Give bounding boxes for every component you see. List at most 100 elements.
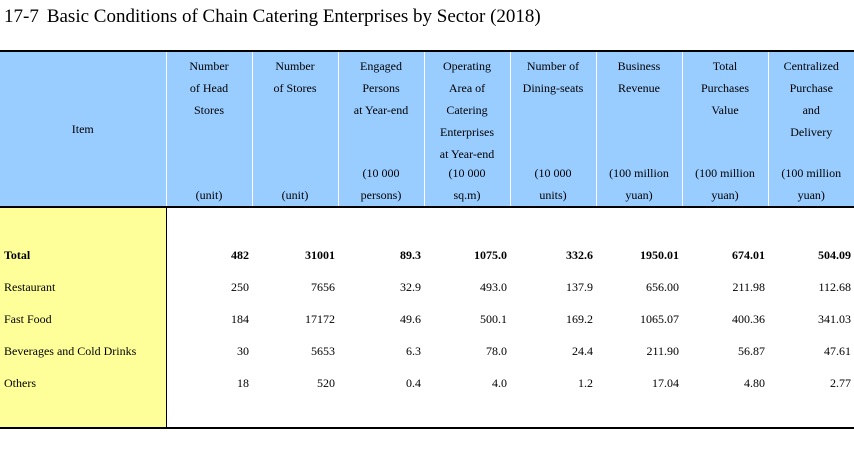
column-unit-line: (unit) (195, 188, 223, 202)
column-label-line: and (802, 103, 820, 117)
column-label-line: Operating (443, 59, 491, 73)
table-cell: 1065.07 (640, 311, 679, 326)
column-label-line: of Head (189, 81, 229, 95)
table-cell: 112.68 (818, 279, 851, 294)
table-cell: 400.36 (732, 311, 765, 326)
table-cell: 32.9 (400, 279, 421, 294)
column-label-line: Number (189, 59, 229, 73)
column-label-line: Revenue (618, 81, 660, 95)
column-label-line: at Year-end (439, 147, 495, 161)
table-cell: 2.77 (830, 375, 851, 390)
table-cell: 500.1 (480, 311, 507, 326)
column-unit-line: (10 000 (534, 166, 572, 180)
table-cell: 17.04 (652, 375, 679, 390)
column-label-line: Stores (194, 103, 224, 117)
column-unit: (100 million yuan) (597, 162, 682, 206)
table-cell: 493.0 (480, 279, 507, 294)
row-label: Restaurant (0, 271, 167, 303)
column-label-line: Persons (362, 81, 400, 95)
table-cell: 169.2 (566, 311, 593, 326)
table-cell: 30 (237, 343, 249, 358)
column-header-7: Total Purchases Value (100 million yuan) (681, 51, 768, 207)
table-title: 17-7 Basic Conditions of Chain Catering E… (4, 6, 541, 28)
column-label-line: Centralized (783, 59, 839, 73)
table-cell: 78.0 (486, 343, 507, 358)
table-row: Beverages and Cold Drinks 30 5653 6.3 78.0 24… (0, 335, 854, 367)
table-cell: 4.80 (744, 375, 765, 390)
column-label-line: Catering (446, 103, 488, 117)
column-label-line: Dining-seats (522, 81, 584, 95)
row-label: Others (0, 367, 167, 399)
table-cell: 7656 (311, 279, 335, 294)
table-cell: 17172 (305, 311, 335, 326)
column-unit: (unit) (167, 184, 252, 206)
column-label-line: Number (275, 59, 315, 73)
column-unit-line: (10 000 (448, 166, 486, 180)
column-unit-line: (unit) (281, 188, 309, 202)
column-label-line: Area of (448, 81, 486, 95)
column-unit: (10 000 sq.m) (425, 162, 510, 206)
item-column-header: Item (0, 51, 166, 207)
row-label: Fast Food (0, 303, 167, 335)
column-unit-line: (100 million (609, 166, 669, 180)
table-cell: 341.03 (818, 311, 851, 326)
column-label-line: Purchase (789, 81, 833, 95)
column-label: Total Purchases Value (683, 52, 768, 121)
table-cell: 1075.0 (474, 247, 507, 262)
column-header-2: Number of Stores (unit) (251, 51, 338, 207)
column-label-line: Engaged (360, 59, 402, 73)
table-cell: 211.98 (732, 279, 765, 294)
table-number: 17-7 (4, 6, 39, 27)
column-label-line: Enterprises (440, 125, 494, 139)
table-title-text: Basic Conditions of Chain Catering Enter… (46, 6, 541, 27)
table-cell: 4.0 (492, 375, 507, 390)
table-cell: 1.2 (578, 375, 593, 390)
table-cell: 137.9 (566, 279, 593, 294)
table-cell: 482 (231, 247, 249, 262)
column-unit-line: (100 million (695, 166, 755, 180)
column-label: Number of Stores (253, 52, 338, 99)
table-cell: 31001 (305, 247, 335, 262)
table-cell: 89.3 (400, 247, 421, 262)
table-cell: 24.4 (572, 343, 593, 358)
table-cell: 56.87 (738, 343, 765, 358)
table-body: Total 482 31001 89.3 1075.0 332.6 1950.01 674.0… (0, 207, 854, 428)
column-label: Number of Head Stores (167, 52, 252, 121)
column-unit-line: (10 000 (362, 166, 400, 180)
column-label: Operating Area of Catering Enterprises at Ye… (425, 52, 510, 165)
table-cell: 674.01 (732, 247, 765, 262)
column-header-6: Business Revenue (100 million yuan) (595, 51, 682, 207)
column-unit-line: persons) (360, 188, 402, 202)
column-label: Number of Dining-seats (511, 52, 596, 99)
column-label: Business Revenue (597, 52, 682, 99)
column-unit-line: units) (539, 188, 567, 202)
table-cell: 6.3 (406, 343, 421, 358)
table-row: Restaurant 250 7656 32.9 493.0 137.9 656.00 211… (0, 271, 854, 303)
column-unit-line: yuan) (625, 188, 653, 202)
column-unit: (100 million yuan) (683, 162, 768, 206)
table-cell: 18 (237, 375, 249, 390)
table-header: Item Number of Head Stores (unit) Number of S… (0, 51, 854, 207)
column-label-line: Value (711, 103, 739, 117)
table-cell: 211.90 (646, 343, 679, 358)
column-unit-line: (100 million (781, 166, 842, 180)
table-cell: 656.00 (646, 279, 679, 294)
table-cell: 332.6 (566, 247, 593, 262)
column-unit: (10 000 units) (511, 162, 596, 206)
table-cell: 1950.01 (640, 247, 679, 262)
column-header-4: Operating Area of Catering Enterprises at Ye… (423, 51, 510, 207)
table-cell: 0.4 (406, 375, 421, 390)
column-unit-line: yuan) (797, 188, 825, 202)
column-header-5: Number of Dining-seats (10 000 units) (509, 51, 596, 207)
column-label-line: Number of (526, 59, 580, 73)
table-cell: 5653 (311, 343, 335, 358)
column-header-1: Number of Head Stores (unit) (165, 51, 252, 207)
table-cell: 49.6 (400, 311, 421, 326)
table-cell: 520 (317, 375, 335, 390)
data-table: Item Number of Head Stores (unit) Number of S… (0, 50, 854, 429)
table-cell: 47.61 (824, 343, 851, 358)
column-label-line: Delivery (790, 125, 833, 139)
column-unit-line: sq.m) (453, 188, 481, 202)
column-unit: (100 million yuan) (769, 162, 854, 206)
column-unit: (unit) (253, 184, 338, 206)
